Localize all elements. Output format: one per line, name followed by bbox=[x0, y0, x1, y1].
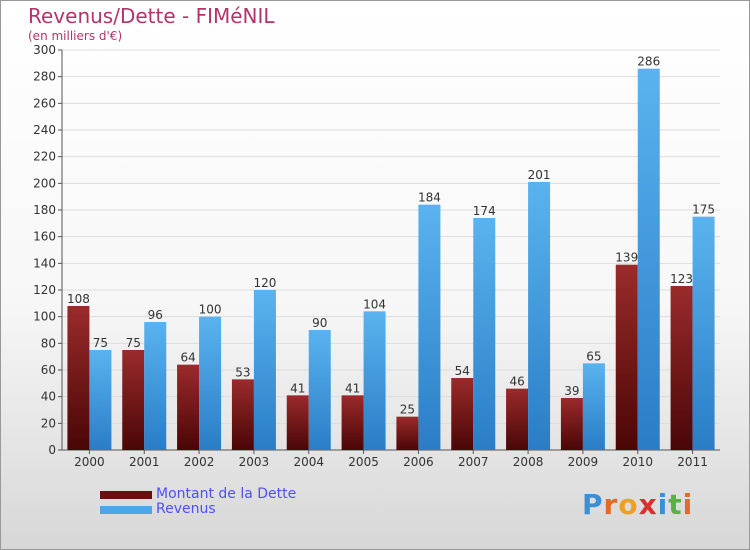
debt-bar bbox=[670, 286, 693, 450]
y-tick-label: 100 bbox=[33, 310, 56, 324]
y-tick-label: 220 bbox=[33, 150, 56, 164]
x-tick-label: 2003 bbox=[239, 455, 270, 469]
debt-bar bbox=[177, 364, 200, 450]
revenue-bar bbox=[692, 216, 715, 450]
y-tick-label: 60 bbox=[41, 363, 56, 377]
logo-letter: o bbox=[618, 488, 639, 521]
revenue-value-label: 96 bbox=[148, 308, 163, 322]
y-tick-label: 0 bbox=[48, 443, 56, 457]
proxiti-logo: Proxiti bbox=[582, 488, 693, 521]
y-tick-label: 300 bbox=[33, 43, 56, 57]
logo-letter: r bbox=[603, 488, 619, 521]
revenue-value-label: 174 bbox=[473, 204, 496, 218]
revenue-bar bbox=[418, 204, 441, 450]
revenue-value-label: 65 bbox=[586, 349, 601, 363]
revenue-value-label: 175 bbox=[692, 203, 715, 217]
debt-bar bbox=[231, 379, 254, 450]
debt-value-label: 39 bbox=[564, 384, 579, 398]
revenue-bar bbox=[144, 322, 167, 450]
debt-bar bbox=[506, 388, 529, 450]
debt-bar bbox=[122, 350, 145, 450]
y-tick-label: 180 bbox=[33, 203, 56, 217]
debt-bar bbox=[396, 416, 419, 450]
debt-bar bbox=[286, 395, 309, 450]
revenue-bar bbox=[582, 363, 605, 450]
y-tick-label: 200 bbox=[33, 176, 56, 190]
x-tick-label: 2008 bbox=[513, 455, 544, 469]
legend-debt-swatch bbox=[100, 491, 152, 499]
debt-value-label: 53 bbox=[235, 365, 250, 379]
revenue-value-label: 286 bbox=[637, 55, 660, 69]
revenue-bar bbox=[637, 68, 660, 451]
debt-bar bbox=[615, 264, 638, 450]
x-tick-label: 2011 bbox=[677, 455, 708, 469]
logo-letter: i bbox=[682, 488, 694, 521]
debt-bar bbox=[341, 395, 364, 450]
debt-value-label: 64 bbox=[180, 351, 195, 365]
legend-debt-label: Montant de la Dette bbox=[156, 486, 297, 502]
revenue-bar bbox=[363, 311, 386, 450]
x-tick-label: 2007 bbox=[458, 455, 489, 469]
y-tick-label: 80 bbox=[41, 336, 56, 350]
x-tick-label: 2001 bbox=[129, 455, 160, 469]
legend-revenue-label: Revenus bbox=[156, 501, 216, 517]
x-tick-label: 2009 bbox=[568, 455, 599, 469]
x-tick-label: 2005 bbox=[348, 455, 379, 469]
debt-value-label: 41 bbox=[290, 381, 305, 395]
logo-letter: i bbox=[657, 488, 669, 521]
debt-bar bbox=[67, 306, 90, 450]
debt-value-label: 46 bbox=[509, 375, 524, 389]
y-tick-label: 20 bbox=[41, 416, 56, 430]
revenue-value-label: 120 bbox=[253, 276, 276, 290]
debt-value-label: 108 bbox=[67, 292, 90, 306]
y-tick-label: 40 bbox=[41, 390, 56, 404]
x-tick-label: 2010 bbox=[622, 455, 653, 469]
x-tick-label: 2006 bbox=[403, 455, 434, 469]
y-tick-label: 120 bbox=[33, 283, 56, 297]
y-tick-label: 160 bbox=[33, 230, 56, 244]
y-tick-label: 140 bbox=[33, 256, 56, 270]
debt-value-label: 123 bbox=[670, 272, 693, 286]
logo-letter: P bbox=[582, 488, 604, 521]
debt-value-label: 139 bbox=[615, 251, 638, 265]
y-tick-label: 260 bbox=[33, 96, 56, 110]
x-tick-label: 2000 bbox=[74, 455, 105, 469]
revenue-bar bbox=[308, 330, 331, 450]
debt-value-label: 75 bbox=[126, 336, 141, 350]
debt-value-label: 54 bbox=[455, 364, 470, 378]
revenue-bar bbox=[199, 316, 222, 450]
revenue-value-label: 184 bbox=[418, 191, 441, 205]
revenue-bar bbox=[473, 218, 496, 450]
debt-value-label: 25 bbox=[400, 403, 415, 417]
debt-bar bbox=[560, 398, 583, 450]
y-tick-label: 240 bbox=[33, 123, 56, 137]
revenue-value-label: 90 bbox=[312, 316, 327, 330]
legend-revenue-swatch bbox=[100, 506, 152, 514]
x-tick-label: 2004 bbox=[293, 455, 324, 469]
revenue-bar bbox=[89, 350, 112, 450]
revenue-value-label: 201 bbox=[528, 168, 551, 182]
debt-bar bbox=[451, 378, 474, 450]
chart-subtitle: (en milliers d'€) bbox=[28, 29, 123, 43]
revenue-value-label: 100 bbox=[199, 303, 222, 317]
revenue-value-label: 104 bbox=[363, 297, 386, 311]
revenue-bar bbox=[528, 182, 551, 450]
debt-value-label: 41 bbox=[345, 381, 360, 395]
revenue-bar bbox=[253, 290, 276, 450]
logo-letter: x bbox=[638, 488, 658, 521]
y-tick-label: 280 bbox=[33, 70, 56, 84]
revenue-value-label: 75 bbox=[93, 336, 108, 350]
chart-title: Revenus/Dette - FIMéNIL bbox=[28, 4, 275, 28]
x-tick-label: 2002 bbox=[184, 455, 215, 469]
logo-letter: t bbox=[668, 488, 683, 521]
